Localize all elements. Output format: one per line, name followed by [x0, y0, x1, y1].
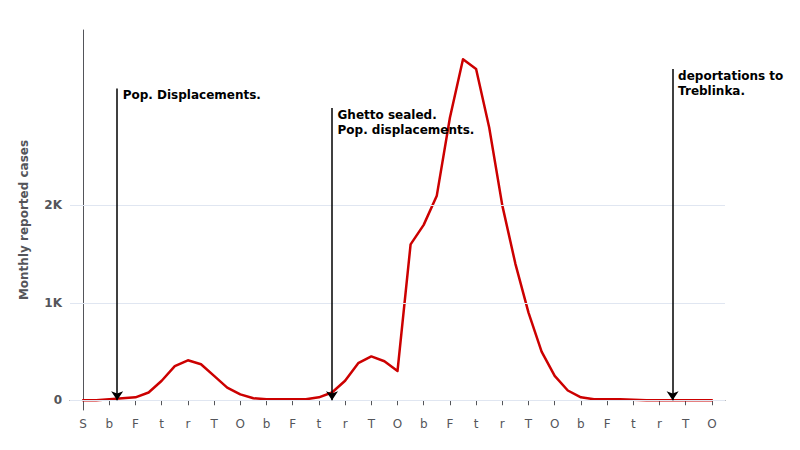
svg-text:r: r	[343, 417, 348, 431]
svg-text:0: 0	[54, 393, 62, 407]
svg-text:T: T	[524, 417, 533, 431]
svg-text:F: F	[289, 417, 296, 431]
svg-text:T: T	[367, 417, 376, 431]
svg-text:S: S	[79, 417, 87, 431]
svg-text:b: b	[105, 417, 113, 431]
svg-text:2K: 2K	[44, 198, 62, 212]
svg-text:t: t	[159, 417, 164, 431]
svg-text:b: b	[577, 417, 585, 431]
svg-text:b: b	[263, 417, 271, 431]
svg-text:O: O	[393, 417, 402, 431]
svg-text:1K: 1K	[44, 296, 62, 310]
svg-text:t: t	[631, 417, 636, 431]
svg-text:r: r	[657, 417, 662, 431]
svg-text:T: T	[209, 417, 218, 431]
svg-text:O: O	[707, 417, 716, 431]
svg-text:F: F	[446, 417, 453, 431]
svg-text:b: b	[420, 417, 428, 431]
svg-text:Monthly reported cases: Monthly reported cases	[17, 140, 31, 300]
svg-text:Treblinka.: Treblinka.	[678, 84, 745, 98]
svg-text:Pop. displacements.: Pop. displacements.	[338, 123, 475, 137]
svg-text:t: t	[474, 417, 479, 431]
svg-text:F: F	[132, 417, 139, 431]
svg-text:Pop. Displacements.: Pop. Displacements.	[123, 88, 261, 102]
svg-text:F: F	[604, 417, 611, 431]
svg-text:T: T	[681, 417, 690, 431]
svg-text:O: O	[550, 417, 559, 431]
svg-text:Ghetto sealed.: Ghetto sealed.	[338, 108, 437, 122]
svg-text:r: r	[185, 417, 190, 431]
svg-text:t: t	[317, 417, 322, 431]
svg-text:r: r	[500, 417, 505, 431]
svg-text:deportations to: deportations to	[678, 69, 783, 83]
svg-text:O: O	[236, 417, 245, 431]
